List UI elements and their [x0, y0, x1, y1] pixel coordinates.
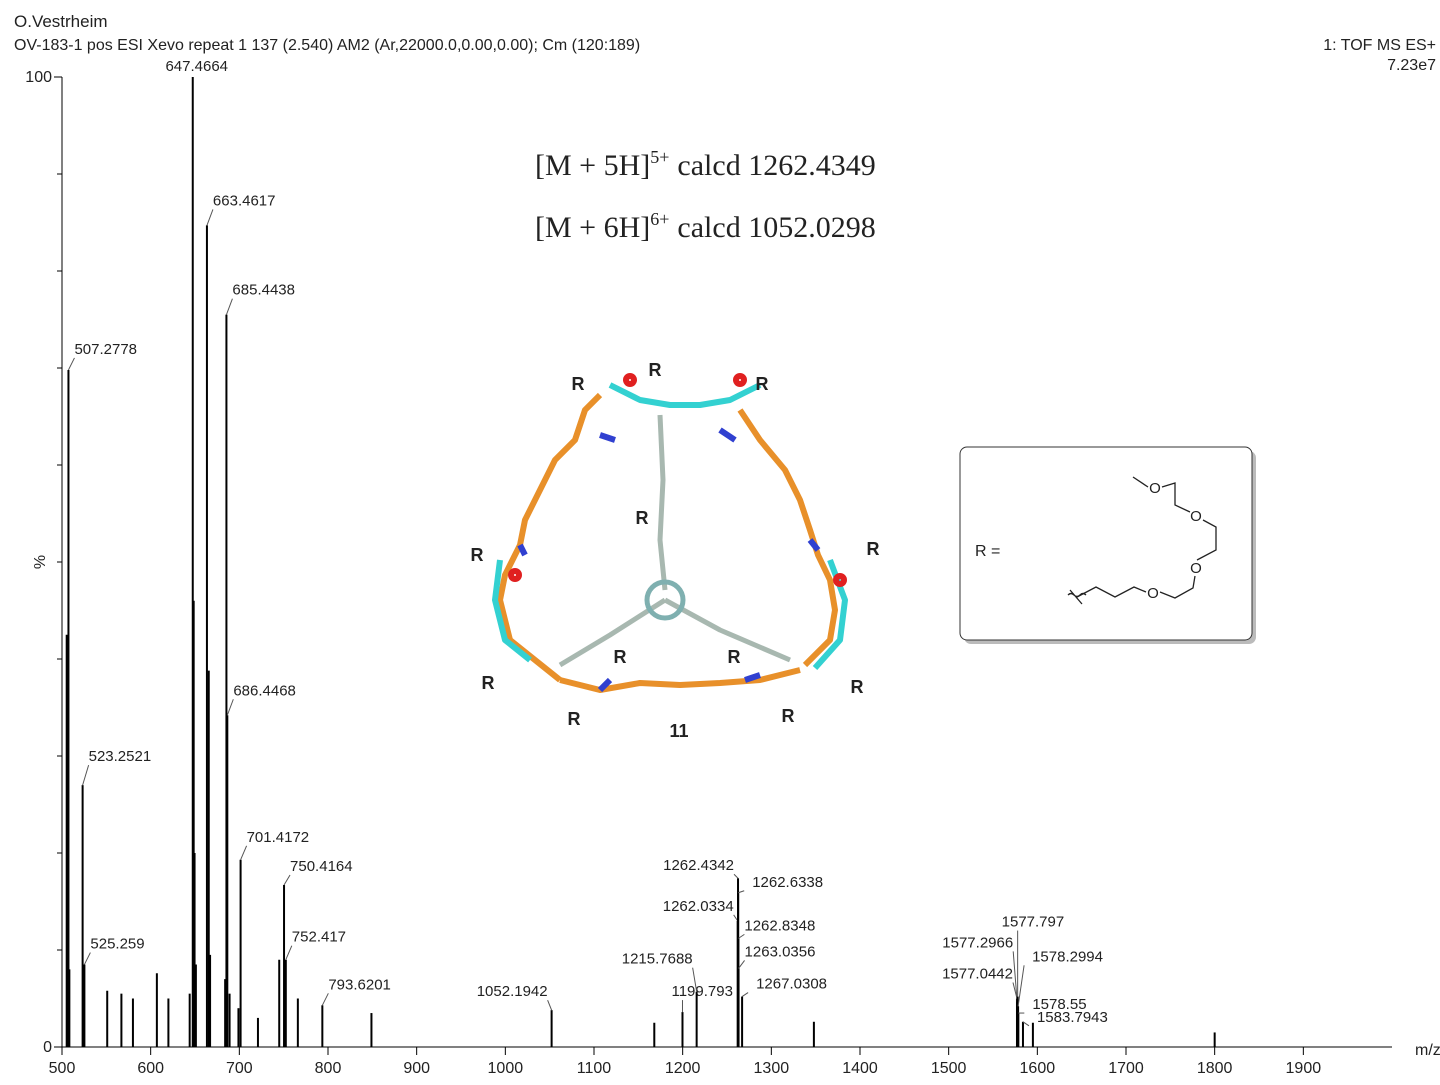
- label-leader: [322, 993, 328, 1005]
- substituent-label: R: [649, 360, 662, 380]
- peak-label: 1267.0308: [756, 976, 827, 993]
- peak-label: 793.6201: [328, 976, 391, 993]
- substituent-label: R: [471, 545, 484, 565]
- molecule: [495, 376, 845, 690]
- peak-label: 663.4617: [213, 192, 276, 209]
- peak-label: 1578.2994: [1032, 948, 1103, 965]
- peak-label: 1199.793: [671, 983, 732, 1000]
- peak-label: 507.2778: [74, 341, 137, 358]
- oxygen: O: [1190, 560, 1202, 577]
- label-leader: [742, 993, 748, 997]
- x-tick-label: 700: [226, 1060, 253, 1077]
- annotation-text: [M + 5H]: [535, 149, 650, 182]
- peak-label: 750.4164: [290, 858, 353, 875]
- substituent-label: R: [568, 709, 581, 729]
- peak-label: 1215.7688: [622, 951, 693, 968]
- oxygen: O: [1149, 480, 1161, 497]
- substituent-label: R: [728, 647, 741, 667]
- x-tick-label: 600: [137, 1060, 164, 1077]
- label-leader: [1013, 951, 1017, 1002]
- x-tick-label: 1300: [754, 1060, 790, 1077]
- label-leader: [84, 953, 90, 965]
- peak-label: 525.259: [90, 936, 144, 953]
- inset-legend: R =: [975, 543, 1000, 560]
- label-leader: [739, 960, 745, 968]
- x-tick-label: 900: [403, 1060, 430, 1077]
- label-leader: [734, 874, 738, 878]
- substituent-label: R: [851, 677, 864, 697]
- annotation: [M + 5H]5+ calcd 1262.4349: [535, 147, 876, 182]
- peak-label: 1577.2966: [942, 934, 1013, 951]
- header: O.Vestrheim: [14, 12, 108, 31]
- peak-label: 1262.8348: [744, 917, 815, 934]
- peak-label: 1263.0356: [745, 943, 816, 960]
- label-leader: [1018, 965, 1024, 1006]
- x-tick-label: 1800: [1197, 1060, 1233, 1077]
- annotation-charge: 6+: [650, 209, 669, 229]
- compound-label: 11: [669, 721, 688, 741]
- substituent-label: R: [867, 539, 880, 559]
- substituent-label: R: [636, 508, 649, 528]
- x-axis-label: m/z: [1415, 1042, 1440, 1059]
- label-leader: [738, 891, 744, 893]
- peak-label: 523.2521: [89, 748, 152, 765]
- peak-label: 1577.0442: [942, 966, 1013, 983]
- x-tick-label: 1100: [577, 1060, 612, 1077]
- x-tick-label: 1600: [1020, 1060, 1056, 1077]
- x-tick-label: 1000: [488, 1060, 524, 1077]
- peak-label: 1262.0334: [663, 898, 734, 915]
- annotation: [M + 6H]6+ calcd 1052.0298: [535, 209, 876, 244]
- label-leader: [226, 299, 232, 315]
- x-tick-label: 800: [315, 1060, 342, 1077]
- peak-label: 686.4468: [233, 682, 296, 699]
- oxygen: O: [1147, 585, 1159, 602]
- annotation-calc: calcd 1052.0298: [677, 211, 875, 244]
- intensity: 7.23e7: [1387, 57, 1436, 74]
- label-leader: [227, 699, 233, 715]
- x-tick-label: 1500: [931, 1060, 967, 1077]
- label-leader: [548, 1000, 552, 1010]
- label-leader: [68, 358, 74, 370]
- label-leader: [207, 209, 213, 225]
- label-leader: [284, 875, 290, 885]
- peak-label: 1577.797: [1002, 914, 1065, 931]
- substituent-label: R: [614, 647, 627, 667]
- y-tick-label: 0: [43, 1039, 52, 1056]
- substituent-label: R: [782, 706, 795, 726]
- peak-label: 685.4438: [232, 282, 295, 299]
- instrument: 1: TOF MS ES+: [1323, 37, 1436, 54]
- oxygen: O: [1190, 508, 1202, 525]
- peak-label: 1583.7943: [1037, 1009, 1108, 1026]
- x-tick-label: 1400: [842, 1060, 878, 1077]
- chart: O.Vestrheim OV-183-1 pos ESI Xevo repeat…: [0, 0, 1440, 1080]
- peak-label: 1262.6338: [752, 874, 823, 891]
- x-tick-label: 500: [49, 1060, 76, 1077]
- annotation-charge: 5+: [650, 147, 669, 167]
- inset-box: [960, 447, 1252, 640]
- annotation-text: [M + 6H]: [535, 211, 650, 244]
- x-tick-label: 1200: [665, 1060, 701, 1077]
- peak-label: 752.417: [292, 929, 346, 946]
- substituent-label: R: [756, 374, 769, 394]
- substituent-label: R: [482, 673, 495, 693]
- annotation-calc: calcd 1262.4349: [677, 149, 875, 182]
- x-tick-label: 1700: [1108, 1060, 1144, 1077]
- peak-label: 1052.1942: [477, 983, 548, 1000]
- label-leader: [738, 934, 744, 938]
- peak-label: 647.4664: [165, 58, 228, 75]
- peak-label: 701.4172: [247, 829, 310, 846]
- label-leader: [241, 846, 247, 860]
- y-axis-label: %: [32, 555, 49, 569]
- substituent-label: R: [572, 374, 585, 394]
- label-leader: [286, 946, 292, 960]
- peak-label: 1262.4342: [663, 857, 734, 874]
- subtitle: OV-183-1 pos ESI Xevo repeat 1 137 (2.54…: [14, 37, 640, 54]
- label-leader: [83, 765, 89, 785]
- y-tick-label: 100: [25, 69, 52, 86]
- x-tick-label: 1900: [1286, 1060, 1322, 1077]
